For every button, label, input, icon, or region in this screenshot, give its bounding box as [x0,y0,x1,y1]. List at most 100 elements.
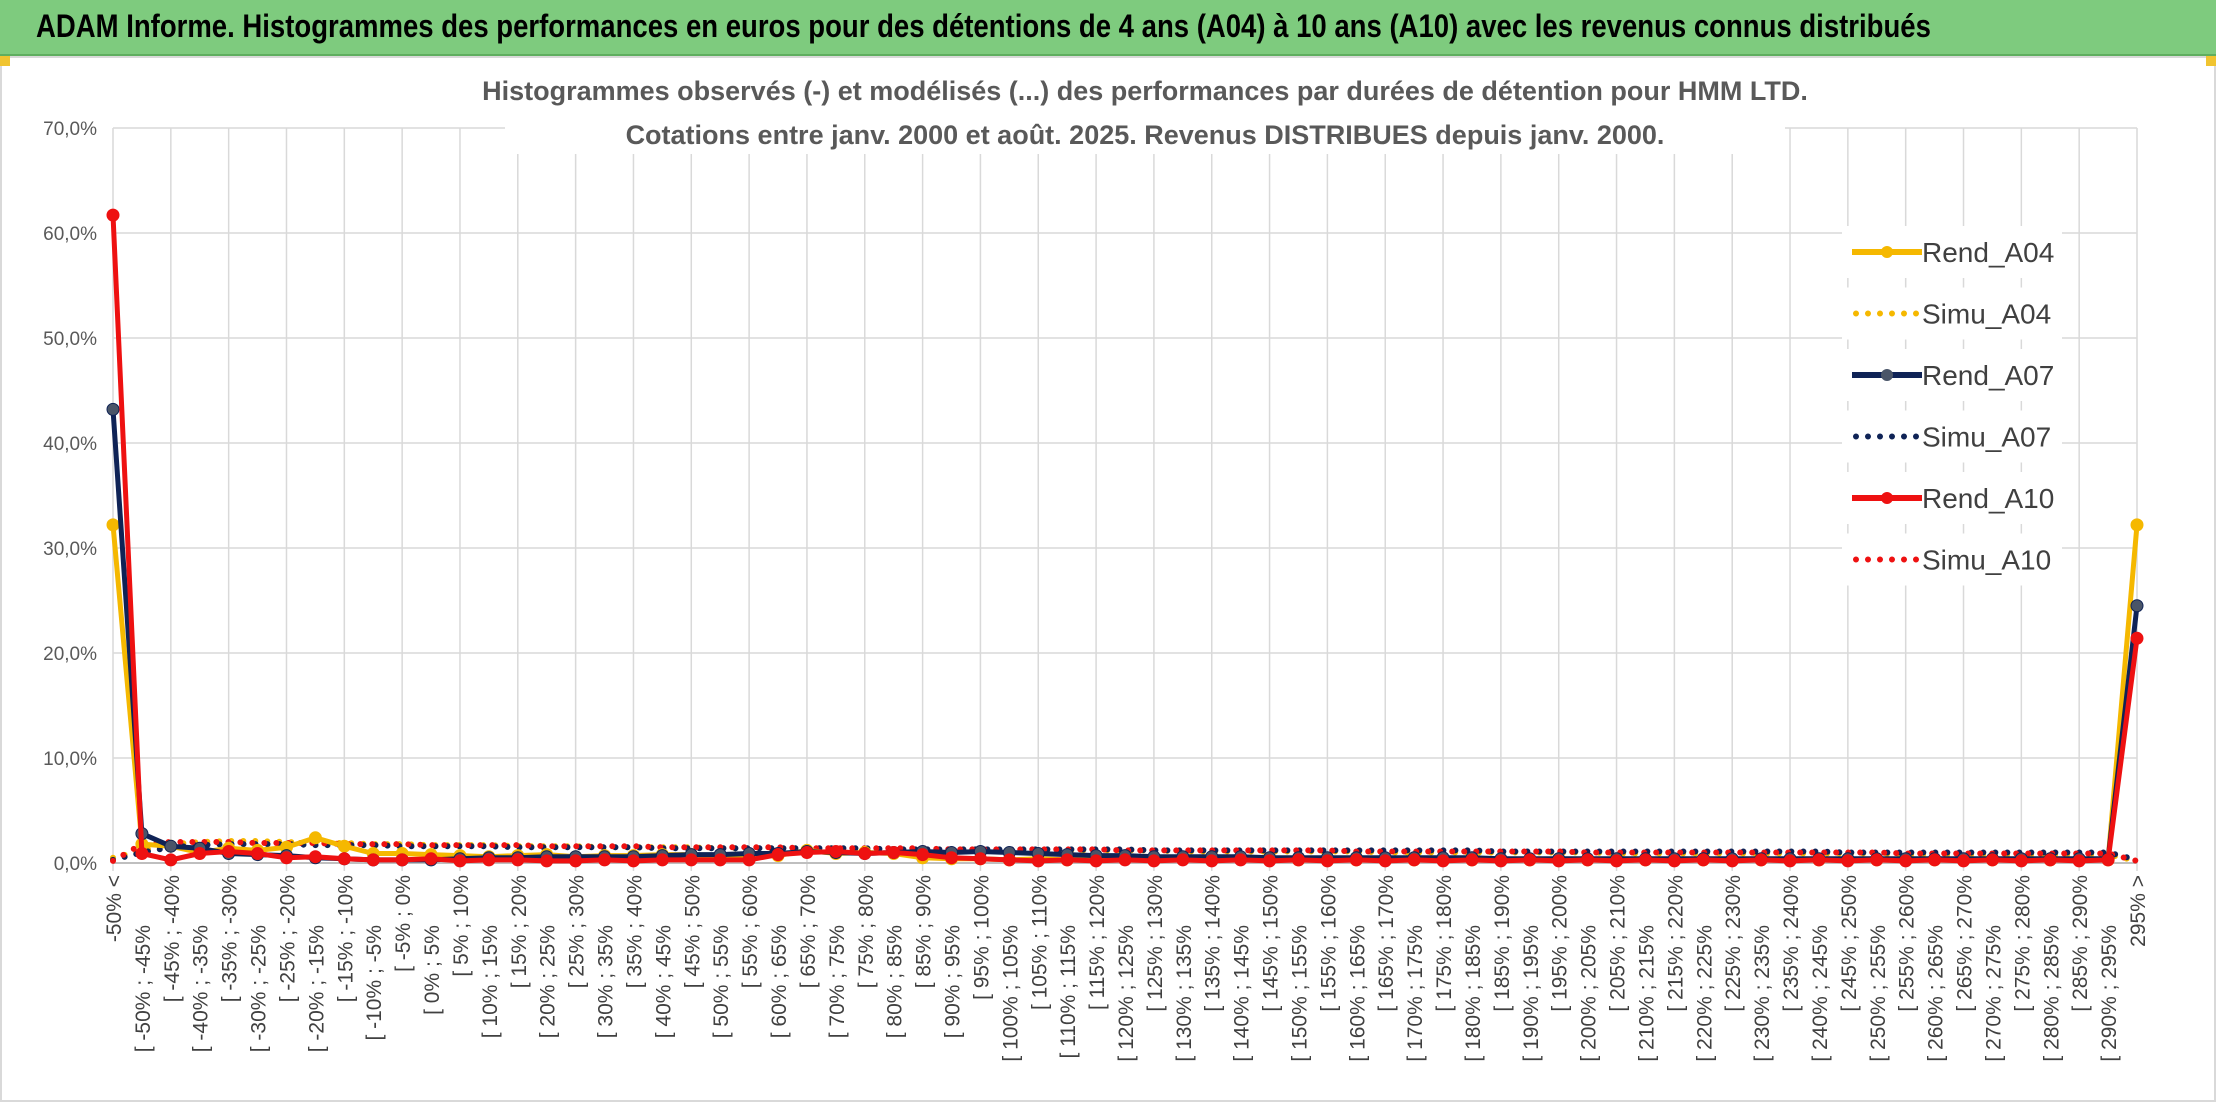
data-point [887,846,901,859]
data-point [2072,854,2086,868]
histogram-chart: 0,0%10,0%20,0%30,0%40,0%50,0%60,0%70,0% … [43,70,2150,1062]
series-line [110,409,2140,863]
data-point [1320,854,1334,868]
chart-legend: Rend_A04 Simu_A04 Rend_A07 Simu_A07 Rend_A10… [1842,226,2062,586]
data-point [1176,853,1190,867]
x-tick-label: [ 190% ; 195% [1520,925,1543,1062]
data-point [366,853,380,867]
x-tick-label: [ 35% ; 40% [623,875,646,988]
data-point [1841,854,1855,868]
x-tick-label: [ 95% ; 100% [970,875,993,1000]
data-point [193,847,207,861]
data-point [626,854,640,868]
y-tick-label: 40,0% [43,434,97,455]
x-tick-label: [ -35% ; -30% [219,875,242,1002]
x-tick-label: [ 145% ; 150% [1260,875,1283,1012]
data-point [1928,853,1942,867]
report-title: ADAM Informe. Histogrammes des performan… [36,8,1931,44]
x-tick-label: [ 150% ; 155% [1288,925,1311,1062]
data-point [1060,853,1074,867]
data-point [829,844,843,858]
x-tick-label: [ 65% ; 70% [797,875,820,988]
legend-entry: Simu_A07 [1842,410,2062,463]
data-point [1985,853,1999,867]
data-point [106,208,120,222]
x-tick-label: [ 135% ; 140% [1202,875,1225,1012]
x-tick-label: [ -10% ; -5% [363,925,386,1041]
x-tick-label: [ 195% ; 200% [1549,875,1572,1012]
legend-entry: Rend_A10 [1842,472,2062,524]
data-point [395,853,409,867]
series-line [110,841,2140,863]
x-tick-label: [ 75% ; 80% [855,875,878,988]
data-point [164,853,178,867]
x-tick-label: [ 230% ; 235% [1751,925,1774,1062]
data-point [279,851,293,865]
data-point [1494,854,1508,868]
data-point [1002,853,1016,867]
data-point [569,854,583,868]
data-point [1610,854,1624,868]
x-tick-label: [ 120% ; 125% [1115,925,1138,1062]
x-tick-label: [ -15% ; -10% [334,875,357,1002]
data-point [916,848,930,862]
data-point [308,831,322,845]
data-point [1552,854,1566,868]
x-tick-label: [ 285% ; 290% [2069,875,2092,1012]
data-point [945,851,959,865]
x-tick-label: [ 275% ; 280% [2011,875,2034,1012]
data-point [106,402,120,416]
data-point [1205,854,1219,868]
data-point [1031,854,1045,868]
data-point [337,852,351,866]
chart-title-line: Histogrammes observés (-) et modélisés (… [482,76,1808,106]
x-tick-label: [ 270% ; 275% [1982,925,2005,1062]
x-tick-label: [ 45% ; 50% [681,875,704,988]
x-tick-label: [ -5% ; 0% [392,875,415,972]
data-point [1957,854,1971,868]
legend-label: Rend_A07 [1922,360,2054,391]
series-simu-a10 [110,839,2140,864]
data-point [540,854,554,868]
data-point [1291,853,1305,867]
x-tick-label: [ 60% ; 65% [768,925,791,1038]
data-point [135,847,149,861]
x-tick-label: [ 225% ; 230% [1722,875,1745,1012]
x-tick-label: [ 260% ; 265% [1925,925,1948,1062]
data-point [222,844,236,858]
data-point [2130,518,2144,532]
series-line [110,214,2140,864]
x-tick-label: [ 90% ; 95% [942,925,965,1038]
x-tick-label: [ 10% ; 15% [479,925,502,1038]
data-point [164,839,178,853]
series-rend-a04 [106,518,2144,867]
chart-frame: 0,0% 10,0% 20,0% 30,0% 40,0% 50,0% 60,0% 70,0% … [0,56,2216,1102]
x-tick-label: [ -40% ; -35% [190,925,213,1052]
x-tick-label: [ 175% ; 180% [1433,875,1456,1012]
x-tick-label: [ 110% ; 115% [1057,925,1080,1058]
x-tick-label: [ 200% ; 205% [1578,925,1601,1062]
frame-corner-marker [2206,56,2216,66]
data-point [2130,631,2144,645]
y-tick-label: 50,0% [43,329,97,350]
title-backing [505,114,1785,154]
data-point [2130,599,2144,613]
x-tick-label: [ 185% ; 190% [1491,875,1514,1012]
series-lines [106,208,2144,868]
data-point [1349,853,1363,867]
x-tick-label: [ 160% ; 165% [1346,925,1369,1062]
data-point [511,853,525,867]
x-tick-label: [ 245% ; 250% [1838,875,1861,1012]
data-point [2014,854,2028,868]
legend-entry: Simu_A04 [1842,287,2062,340]
data-point [308,850,322,864]
series-rend-a10 [106,208,2144,868]
x-tick-label: [ 280% ; 285% [2040,925,2063,1062]
data-point [1465,853,1479,867]
x-tick-label: [ 215% ; 220% [1664,875,1687,1012]
x-tick-label: [ 25% ; 30% [566,875,589,988]
frame-corner-marker [0,56,10,66]
x-tick-label: [ 85% ; 90% [913,875,936,988]
x-tick-label: [ 220% ; 225% [1693,925,1716,1062]
data-point [1783,854,1797,868]
